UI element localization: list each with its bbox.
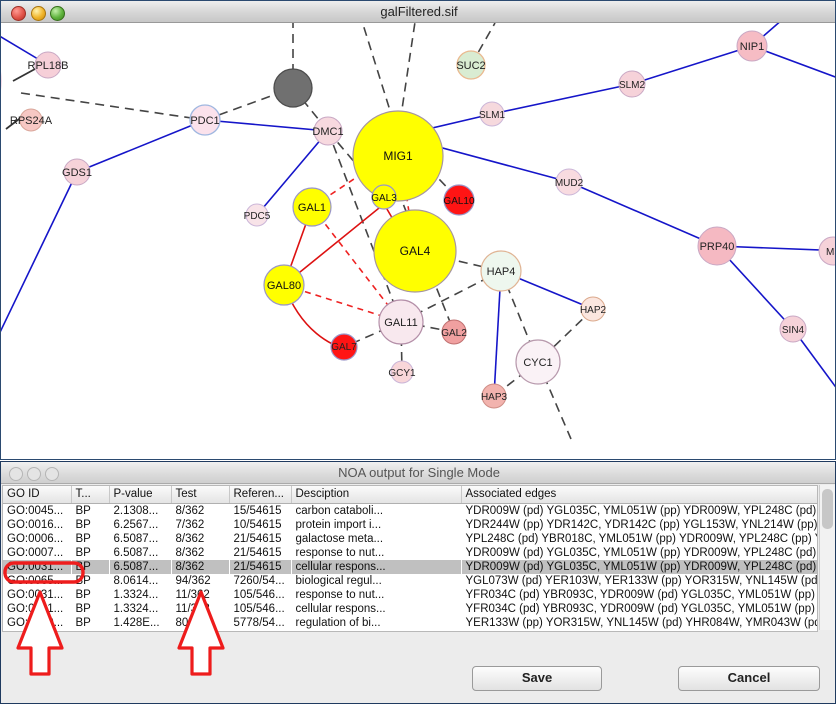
svg-text:GDS1: GDS1 — [62, 167, 92, 179]
svg-text:GAL7: GAL7 — [331, 342, 357, 353]
svg-text:MIG1: MIG1 — [383, 149, 413, 163]
svg-text:PDC5: PDC5 — [244, 211, 271, 222]
svg-text:PDC1: PDC1 — [190, 115, 219, 127]
svg-text:SLM1: SLM1 — [479, 110, 506, 121]
svg-text:MSI: MSI — [826, 247, 836, 258]
svg-text:GAL3: GAL3 — [371, 193, 397, 204]
svg-text:HAP2: HAP2 — [580, 305, 607, 316]
svg-text:GAL4: GAL4 — [400, 244, 431, 258]
svg-text:GAL2: GAL2 — [441, 328, 467, 339]
svg-text:GCY1: GCY1 — [388, 368, 416, 379]
svg-text:HAP4: HAP4 — [487, 266, 516, 278]
svg-text:GAL11: GAL11 — [384, 317, 417, 329]
svg-text:HAP3: HAP3 — [481, 392, 508, 403]
svg-text:SLM2: SLM2 — [619, 80, 646, 91]
svg-text:NIP1: NIP1 — [740, 41, 764, 53]
svg-text:GAL80: GAL80 — [267, 280, 301, 292]
svg-text:SUC2: SUC2 — [456, 60, 485, 72]
svg-text:GAL10: GAL10 — [443, 196, 475, 207]
svg-text:SIN4: SIN4 — [782, 325, 805, 336]
svg-text:RPL18B: RPL18B — [28, 60, 69, 72]
svg-text:MUD2: MUD2 — [555, 178, 584, 189]
svg-text:PRP40: PRP40 — [700, 241, 735, 253]
svg-text:DMC1: DMC1 — [312, 126, 343, 138]
svg-text:RPS24A: RPS24A — [10, 115, 53, 127]
svg-text:CYC1: CYC1 — [523, 357, 552, 369]
svg-text:GAL1: GAL1 — [298, 202, 326, 214]
